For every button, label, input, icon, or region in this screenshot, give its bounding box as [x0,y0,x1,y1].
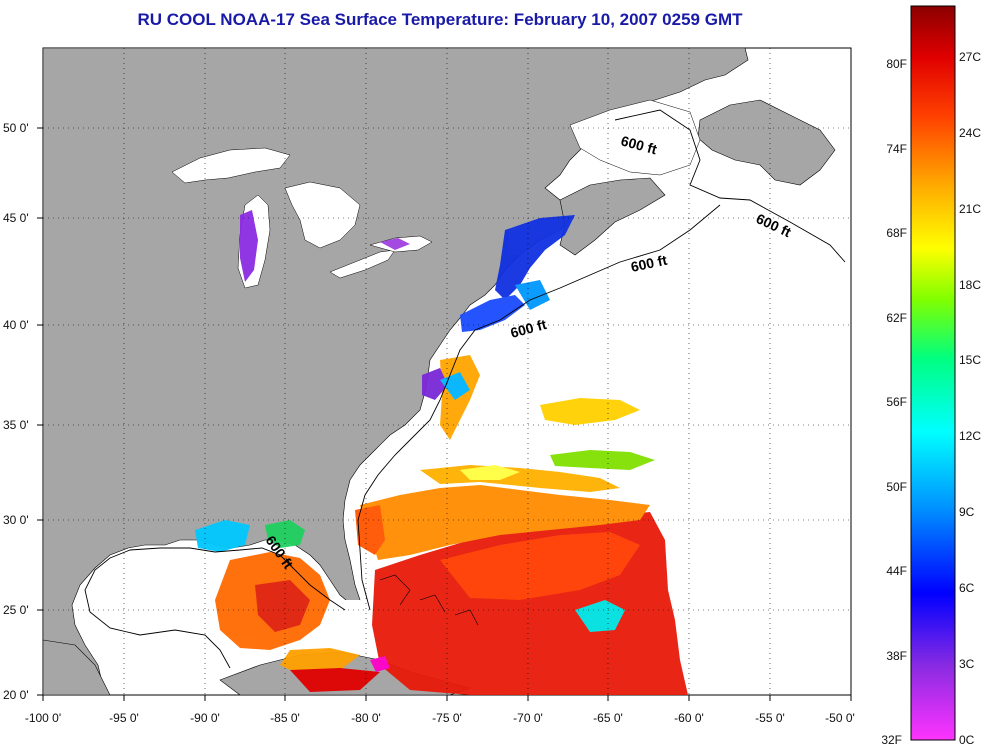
colorbar-f-label: 62F [886,311,907,325]
bathymetry-contour-600ft [84,109,846,669]
colorbar-f-label: 80F [886,57,907,71]
colorbar-c-label: 6C [959,581,975,595]
lon-label: -70 0' [513,711,543,725]
colorbar-c-label: 0C [959,733,975,747]
colorbar-f-label: 56F [886,395,907,409]
colorbar-c-label: 3C [959,657,975,671]
lon-label: -50 0' [825,711,855,725]
colorbar-c-label: 9C [959,505,975,519]
bahamas-outline [379,574,479,626]
lon-label: -100 0' [25,711,61,725]
colorbar-f-label: 74F [886,142,907,156]
colorbar-f-label: 44F [886,564,907,578]
lon-label: -55 0' [755,711,785,725]
axis-ticks [37,127,852,701]
florida-bay [340,600,372,625]
lon-label: -80 0' [351,711,381,725]
lat-label: 45 0' [3,211,29,225]
colorbar-f-label: 38F [886,649,907,663]
lon-label: -90 0' [190,711,220,725]
lon-label: -95 0' [109,711,139,725]
colorbar-f-label: 50F [886,480,907,494]
colorbar-c-label: 15C [959,353,981,367]
colorbar-c-label: 27C [959,50,981,64]
lon-label: -85 0' [270,711,300,725]
gulf-st-lawrence [569,99,701,176]
lon-label: -60 0' [674,711,704,725]
lat-label: 25 0' [3,603,29,617]
lake-superior [171,147,291,184]
lat-label: 20 0' [3,688,29,702]
land-newfoundland [697,99,836,186]
lake-erie [329,249,396,279]
lat-label: 40 0' [3,318,29,332]
lat-label: 50 0' [3,121,29,135]
colorbar-c-label: 12C [959,429,981,443]
lake-huron [284,181,361,249]
lat-label: 30 0' [3,513,29,527]
colorbar-c-label: 24C [959,126,981,140]
lat-label: 35 0' [3,418,29,432]
colorbar-c-label: 18C [959,278,981,292]
land-yucatan [43,639,111,695]
lon-label: -65 0' [593,711,623,725]
land-maritimes [559,177,666,256]
lon-label: -75 0' [432,711,462,725]
colorbar-f-label: 68F [886,226,907,240]
colorbar-c-label: 21C [959,202,981,216]
map-title: RU COOL NOAA-17 Sea Surface Temperature:… [137,10,743,29]
colorbar-f-label: 32F [881,733,902,747]
colorbar [910,5,956,741]
contour-label-600ft-3: 600 ft [629,252,668,275]
